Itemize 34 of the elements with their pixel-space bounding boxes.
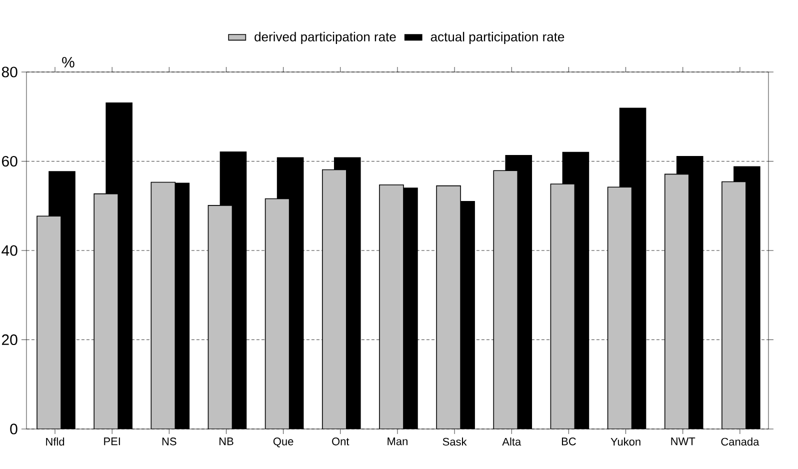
- x-tick-label: Canada: [721, 438, 760, 446]
- bar: [150, 182, 176, 429]
- x-tick-label: NWT: [671, 438, 696, 446]
- y-axis-title: %: [62, 56, 74, 68]
- bar: [722, 181, 746, 429]
- x-tick-label: Que: [273, 438, 294, 448]
- y-tick-label: 20: [2, 334, 18, 346]
- y-tick-label: 60: [2, 156, 18, 167]
- bar: [664, 174, 690, 429]
- x-tick-label: Sask: [442, 438, 467, 446]
- y-tick-label: 0: [10, 424, 18, 434]
- y-tick-label: 80: [2, 66, 18, 78]
- bar: [94, 193, 118, 429]
- x-tick-label: Yukon: [610, 438, 640, 446]
- bar: [264, 198, 290, 429]
- x-tick-label: Alta: [502, 438, 522, 446]
- legend-label: actual participation rate: [430, 32, 564, 44]
- bar: [436, 185, 461, 429]
- x-tick-label: NB: [220, 438, 234, 446]
- bar: [550, 184, 576, 429]
- bar: [36, 216, 62, 429]
- bar: [208, 205, 233, 429]
- bar: [607, 186, 632, 429]
- x-tick-label: NS: [162, 438, 176, 446]
- x-tick-label: Ont: [332, 438, 350, 446]
- legend-label: derived participation rate: [254, 32, 396, 44]
- bar: [322, 169, 347, 429]
- x-tick-label: Nfld: [46, 438, 64, 446]
- x-tick-label: Man: [388, 438, 408, 446]
- x-tick-label: PEI: [104, 438, 120, 446]
- y-tick-label: 40: [2, 245, 18, 256]
- bar: [493, 170, 518, 429]
- bar: [379, 184, 404, 429]
- x-tick-label: BC: [562, 438, 576, 446]
